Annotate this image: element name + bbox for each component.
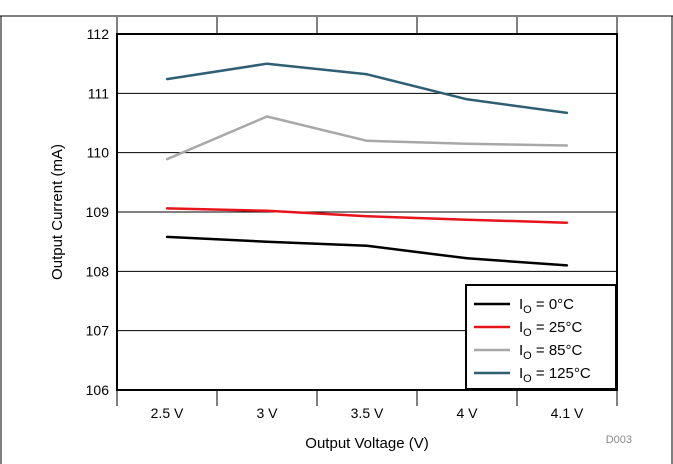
- series-1-point-3: [465, 218, 469, 221]
- y-tick-labels: 106 107 108 109 110 111 112: [86, 26, 110, 398]
- series-3-point-1: [265, 62, 269, 65]
- series-2-point-1: [265, 115, 269, 118]
- grid-layer: [116, 17, 618, 406]
- series-0-point-4: [565, 264, 569, 267]
- series-1-point-0: [165, 207, 169, 210]
- series-0-point-3: [465, 257, 469, 260]
- legend-label-1: IO = 25°C: [519, 319, 583, 339]
- series-1-point-1: [265, 209, 269, 213]
- y-tick-label-4: 110: [87, 145, 110, 161]
- series-1-point-4: [565, 221, 569, 224]
- figure-id-label: D003: [606, 434, 632, 446]
- legend-box: [465, 284, 617, 390]
- series-line-0: [166, 235, 568, 267]
- series-layer: [165, 62, 569, 267]
- y-tick-label-6: 112: [87, 26, 110, 42]
- y-tick-label-2: 108: [86, 263, 110, 279]
- series-3-point-4: [565, 111, 569, 115]
- legend: IO = 0°C IO = 25°C IO = 85°C IO = 125°C: [465, 284, 617, 390]
- x-tick-label-0: 2.5 V: [151, 405, 184, 421]
- series-1-point-2: [365, 214, 369, 218]
- y-tick-label-0: 106: [86, 382, 110, 398]
- x-tick-label-3: 4 V: [456, 405, 478, 421]
- series-2-point-2: [365, 139, 369, 142]
- series-0-point-0: [165, 235, 169, 239]
- series-2-point-3: [465, 142, 469, 145]
- x-tick-label-1: 3 V: [256, 405, 278, 421]
- y-axis-title: Output Current (mA): [49, 144, 66, 280]
- legend-label-0: IO = 0°C: [519, 296, 574, 316]
- x-tick-label-2: 3.5 V: [351, 405, 384, 421]
- legend-label-3: IO = 125°C: [519, 365, 591, 385]
- y-tick-label-1: 107: [86, 323, 110, 339]
- y-tick-label-3: 109: [86, 204, 110, 220]
- series-0-point-2: [365, 244, 369, 248]
- plot-frame: [116, 33, 618, 391]
- series-2-point-4: [565, 144, 569, 147]
- series-3-point-2: [365, 73, 369, 76]
- series-3-point-0: [165, 77, 169, 81]
- series-2-point-0: [165, 157, 169, 161]
- series-line-3: [166, 62, 568, 115]
- legend-label-2: IO = 85°C: [519, 342, 583, 362]
- y-tick-label-5: 111: [88, 85, 109, 101]
- series-3-point-3: [465, 98, 469, 101]
- series-0-point-1: [265, 240, 269, 243]
- x-tick-label-4: 4.1 V: [551, 405, 584, 421]
- x-axis-title: Output Voltage (V): [305, 435, 428, 452]
- x-tick-labels: 2.5 V 3 V 3.5 V 4 V 4.1 V: [151, 405, 584, 421]
